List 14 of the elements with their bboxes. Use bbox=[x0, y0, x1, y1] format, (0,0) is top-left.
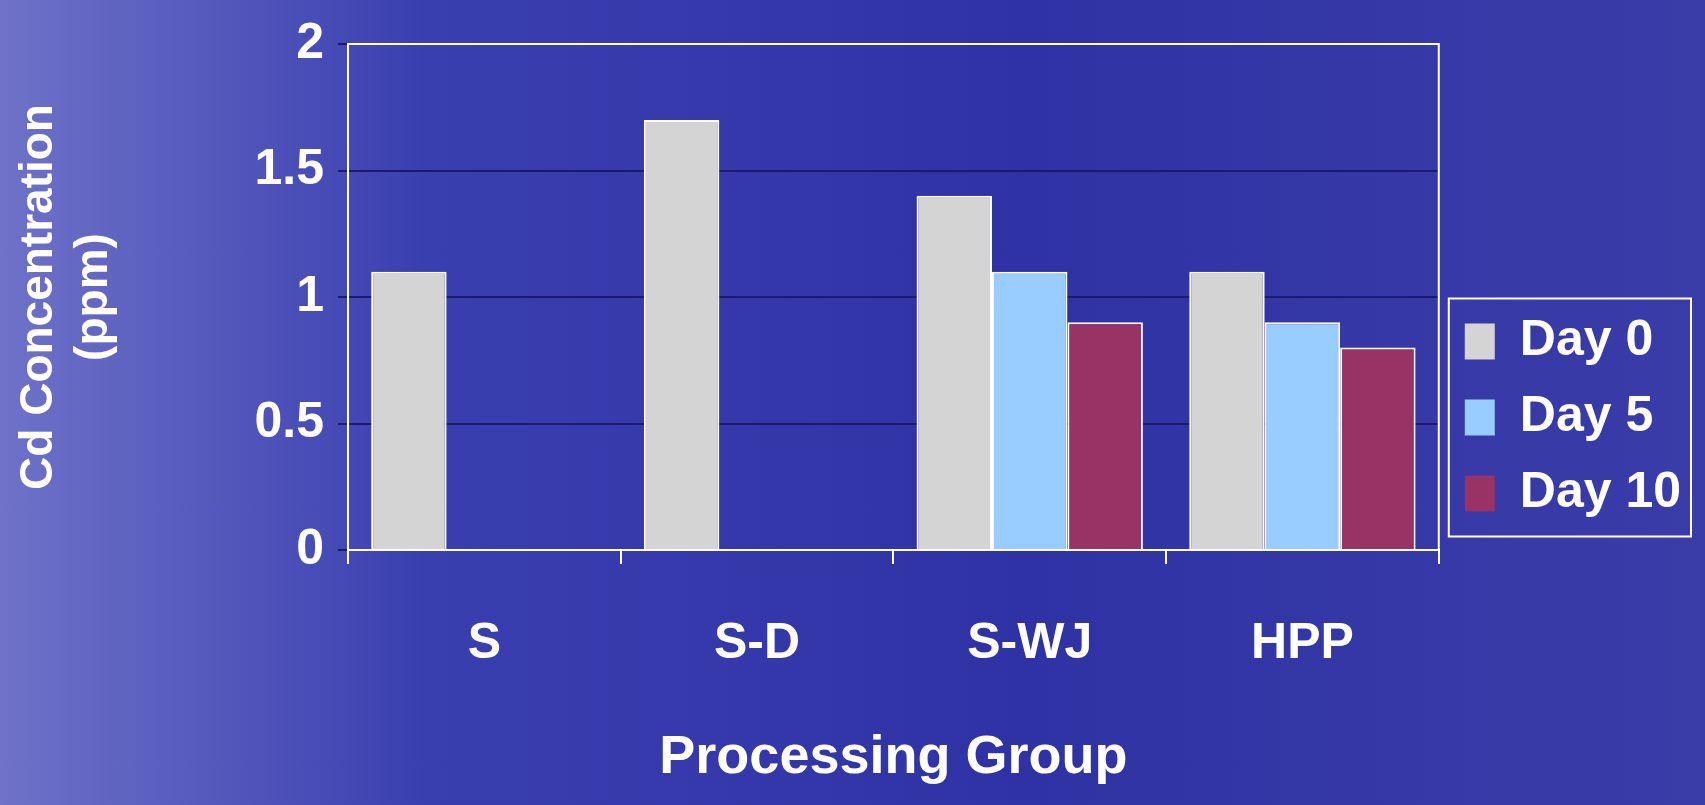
legend-label: Day 5 bbox=[1519, 386, 1654, 443]
y-tick-label: 1.5 bbox=[254, 139, 324, 196]
x-tick-label: HPP bbox=[1251, 612, 1354, 669]
y-tick-label: 0 bbox=[296, 518, 324, 575]
legend-label: Day 10 bbox=[1519, 462, 1681, 519]
legend-label: Day 0 bbox=[1519, 310, 1654, 367]
x-axis-title: Processing Group bbox=[659, 724, 1128, 785]
x-tick-label: S-D bbox=[713, 612, 801, 669]
x-tick-label: S bbox=[467, 612, 502, 669]
x-tick-label: S-WJ bbox=[967, 612, 1093, 669]
y-tick-label: 1 bbox=[296, 265, 324, 322]
y-tick-label: 2 bbox=[296, 12, 324, 69]
y-axis-title: Cd Concentration (ppm) bbox=[10, 104, 118, 490]
y-tick-label: 0.5 bbox=[254, 392, 324, 449]
